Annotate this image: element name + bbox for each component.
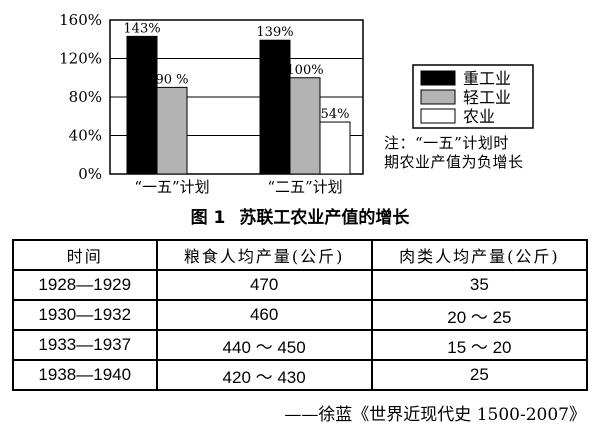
- cell-meat: 35: [370, 269, 589, 301]
- bar: [126, 35, 158, 175]
- plot-frame: [109, 19, 364, 175]
- note-line-1: 注：“一五”计划时: [384, 134, 509, 152]
- x-tick-label: “一五”计划: [134, 178, 209, 196]
- header-meat: 肉类人均产量(公斤): [370, 239, 589, 271]
- figure-title: 苏联工农业产值的增长: [239, 208, 410, 228]
- bar: [259, 39, 291, 175]
- table-row: 1930—1932 460 20 ～ 25: [12, 299, 589, 331]
- data-table: 时间 粮食人均产量(公斤) 肉类人均产量(公斤) 1928—1929 470 3…: [12, 239, 589, 391]
- data-label: 54%: [321, 107, 350, 122]
- legend-swatch: [420, 89, 456, 105]
- table-row: 1933—1937 440 ～ 450 15 ～ 20: [12, 329, 589, 361]
- y-tick-label: 80%: [69, 88, 102, 106]
- figure-label: 图 1: [190, 208, 226, 228]
- note-line-2: 期农业产值为负增长: [384, 153, 524, 171]
- legend-label: 轻工业: [463, 88, 511, 107]
- cell-grain: 470: [155, 269, 373, 301]
- table-row: 1928—1929 470 35: [12, 269, 589, 301]
- data-label: 100%: [286, 63, 323, 78]
- cell-period: 1933—1937: [12, 329, 158, 361]
- cell-meat: 20 ～ 25: [370, 299, 589, 331]
- table-row: 1938—1940 420 ～ 430 25: [12, 359, 589, 391]
- y-tick-label: 40%: [69, 127, 102, 145]
- data-label: 139%: [256, 25, 293, 40]
- cell-meat: 25: [370, 359, 589, 391]
- cell-period: 1928—1929: [12, 269, 158, 301]
- cell-grain: 440 ～ 450: [155, 329, 373, 361]
- cell-meat: 15 ～ 20: [370, 329, 589, 361]
- legend-swatch: [420, 108, 456, 124]
- cell-grain: 420 ～ 430: [155, 359, 373, 391]
- source-citation: ——徐蓝《世界近现代史 1500-2007》: [284, 405, 586, 425]
- cell-grain: 460: [155, 299, 373, 331]
- data-label: 143%: [123, 21, 160, 36]
- bar: [289, 77, 321, 175]
- data-label: 90 %: [155, 72, 188, 87]
- y-tick-label: 120%: [59, 50, 102, 68]
- y-tick-label: 160%: [59, 11, 102, 29]
- cell-period: 1938—1940: [12, 359, 158, 391]
- header-time: 时间: [12, 239, 158, 271]
- bar: [319, 121, 351, 175]
- figure-caption: 图 1 苏联工农业产值的增长: [0, 203, 600, 228]
- x-tick-label: “二五”计划: [267, 178, 342, 196]
- legend-label: 重工业: [463, 69, 511, 88]
- y-tick-label: 0%: [78, 165, 102, 183]
- legend-swatch: [420, 70, 456, 86]
- cell-period: 1930—1932: [12, 299, 158, 331]
- chart-note: 注：“一五”计划时 期农业产值为负增长: [384, 134, 596, 172]
- bar-chart: 0% 40% 80% 120% 160% 143% 90 % “一五”计划 139% 100% 54…: [59, 11, 534, 196]
- table-header-row: 时间 粮食人均产量(公斤) 肉类人均产量(公斤): [12, 239, 589, 271]
- legend-label: 农业: [463, 107, 495, 126]
- header-grain: 粮食人均产量(公斤): [155, 239, 373, 271]
- bar: [156, 86, 188, 175]
